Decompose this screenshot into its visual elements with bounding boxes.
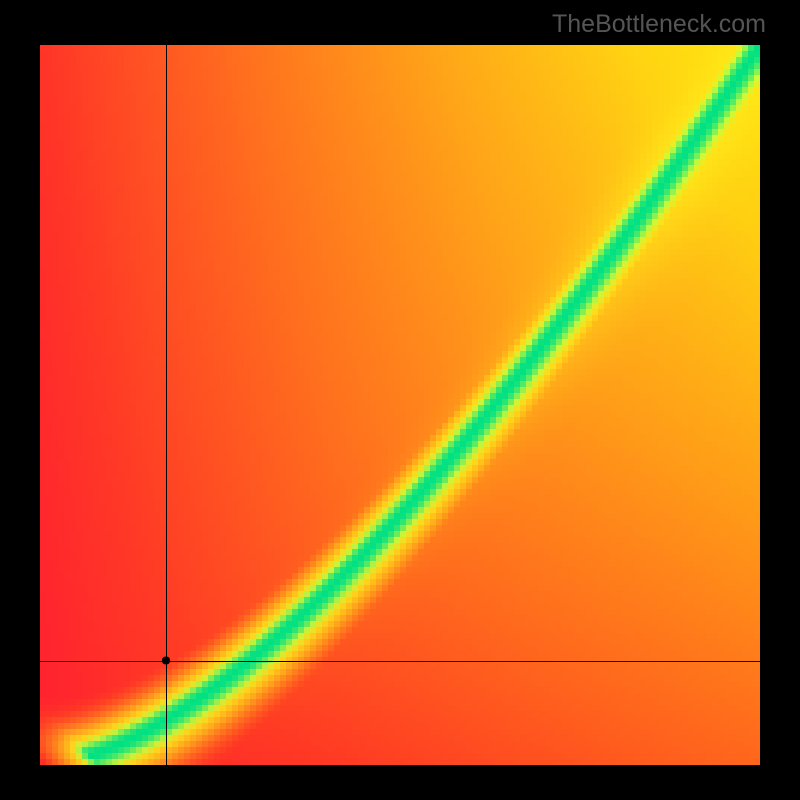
bottleneck-heatmap <box>40 45 760 765</box>
watermark-text: TheBottleneck.com <box>552 10 766 39</box>
chart-container: TheBottleneck.com <box>0 0 800 800</box>
